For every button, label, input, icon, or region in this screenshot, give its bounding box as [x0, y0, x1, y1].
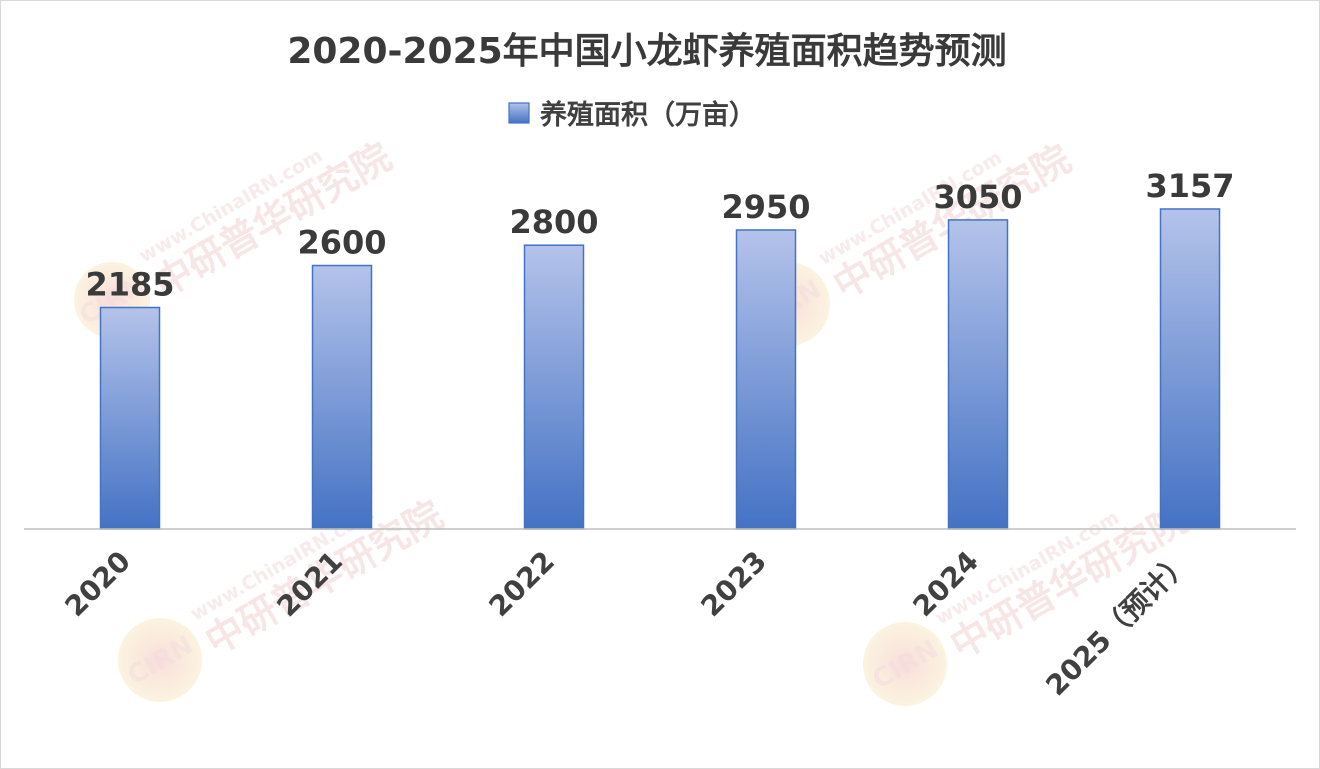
data-label-5: 3157 [1145, 167, 1234, 205]
chart-title: 2020-2025年中国小龙虾养殖面积趋势预测 [287, 30, 1006, 72]
data-labels-group: 2185 2600 2800 2950 3050 3157 [85, 167, 1234, 304]
bar-0 [99, 306, 161, 530]
data-label-1: 2600 [297, 224, 386, 262]
legend-swatch [508, 102, 530, 124]
watermark-logo-icon [118, 618, 202, 702]
bar-3 [735, 229, 797, 530]
data-label-3: 2950 [721, 188, 810, 226]
data-label-4: 3050 [933, 178, 1022, 216]
legend: 养殖面积（万亩） [508, 99, 756, 131]
bar-5 [1159, 208, 1221, 530]
bars-group [99, 208, 1221, 530]
bar-2 [523, 244, 585, 530]
bar-4 [947, 219, 1009, 530]
x-tick-label-0: 2020 [59, 545, 137, 623]
bar-1 [311, 264, 373, 530]
watermark-layer: CIRNwww.ChinaIRN.com中研普华研究院CIRNwww.China… [74, 134, 1195, 706]
x-tick-label-3: 2023 [695, 545, 773, 623]
x-tick-label-2: 2022 [483, 545, 561, 623]
data-label-2: 2800 [509, 203, 598, 241]
legend-label: 养殖面积（万亩） [540, 99, 756, 131]
watermark-logo-icon [863, 622, 947, 706]
data-label-0: 2185 [85, 266, 174, 304]
